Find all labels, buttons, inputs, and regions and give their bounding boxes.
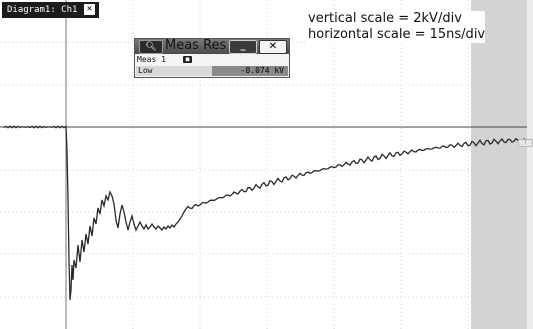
meas-row-header: Meas 1 ■ [136,55,288,65]
close-icon[interactable]: ✕ [84,4,95,15]
horizontal-scale-text: horizontal scale = 15ns/div [308,27,486,42]
minimize-button[interactable]: _ [229,40,257,54]
meas-window-titlebar[interactable]: 🔍︎ Meas Res _ ✕ [135,38,289,54]
right-border [527,0,533,329]
camera-icon[interactable]: ■ [183,56,192,63]
meas-source-label: Meas 1 [137,55,166,64]
diagram-tab[interactable]: Diagram1: Ch1 ✕ [2,2,99,18]
meas-window-title: Meas Res [165,38,227,53]
close-button[interactable]: ✕ [259,40,287,54]
meas-low-label: Low [136,66,212,76]
reference-marker[interactable]: T [518,139,533,147]
meas-row-low: Low -8.074 kV [136,66,288,76]
scale-annotation: vertical scale = 2kV/div horizontal scal… [308,11,486,43]
vertical-scale-text: vertical scale = 2kV/div [308,11,462,26]
meas-low-value: -8.074 kV [212,66,288,76]
search-icon[interactable]: 🔍︎ [139,40,163,54]
shaded-region [471,0,527,329]
diagram-tab-label: Diagram1: Ch1 [7,5,78,15]
meas-results-window[interactable]: 🔍︎ Meas Res _ ✕ Meas 1 ■ Low -8.074 kV [134,38,290,78]
waveform-trace [3,125,533,301]
